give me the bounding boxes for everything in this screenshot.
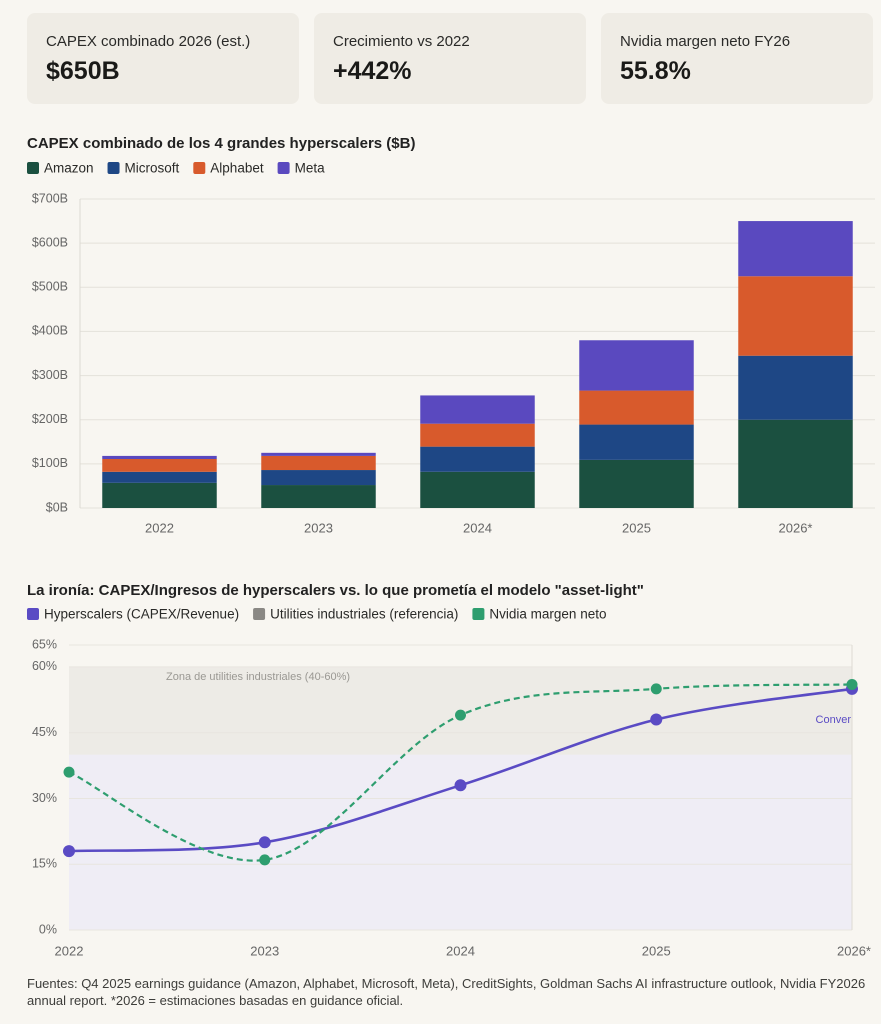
x-tick-label: 2024 [446,943,475,958]
bar-segment [102,471,217,483]
legend-swatch [107,162,120,174]
legend-swatch [27,608,39,620]
bar-segment [261,485,376,508]
legend-swatch [472,608,485,620]
bar-segment [261,452,376,456]
legend-swatch [27,162,39,174]
bar-segment [738,221,853,277]
y-tick-label: $300B [32,368,68,382]
legend-label: Alphabet [210,161,264,176]
data-point [454,779,467,792]
bar-segment [420,423,535,447]
bar-segment [102,459,217,472]
kpi-card: Nvidia margen neto FY26 55.8% [601,13,873,104]
legend-swatch [253,608,266,620]
kpi-value: 55.8% [620,57,691,85]
x-tick-label: 2022 [145,520,174,535]
legend-label: Amazon [44,161,94,176]
y-tick-label: $100B [32,456,68,470]
bar-segment [579,424,694,460]
bar-segment [579,390,694,425]
x-tick-label: 2025 [622,520,651,535]
series-line [68,683,853,862]
kpi-value: $650B [46,57,120,85]
kpi-label: CAPEX combinado 2026 (est.) [46,33,251,50]
kpi-label: Crecimiento vs 2022 [333,33,470,50]
kpi-card: Crecimiento vs 2022 +442% [314,13,586,104]
chart-title: CAPEX combinado de los 4 grandes hypersc… [27,135,415,152]
bar-segment [420,471,535,508]
x-tick-label: 2023 [250,943,279,958]
x-tick-label: 2022 [55,943,84,958]
band-label: Zona de utilities industriales (40-60%) [166,671,350,683]
legend-swatch [277,162,290,174]
bar-segment [261,455,376,471]
bar-segment [261,470,376,486]
legend-label: Meta [295,161,326,176]
chart-title: La ironía: CAPEX/Ingresos de hyperscaler… [27,582,644,599]
bar-segment [738,276,853,356]
bar-segment [738,355,853,420]
x-tick-label: 2026* [837,943,871,958]
data-point [650,683,662,695]
y-tick-label: 65% [32,637,57,651]
y-tick-label: $0B [46,500,68,514]
kpi-card: CAPEX combinado 2026 (est.) $650B [27,13,299,104]
bar-segment [420,395,535,424]
kpi-label: Nvidia margen neto FY26 [620,33,791,50]
data-point [650,713,663,726]
legend-swatch [193,162,206,174]
bar-segment [738,419,853,508]
data-point [455,709,466,721]
y-tick-label: $400B [32,324,68,338]
legend-label: Utilities industriales (referencia) [270,607,458,622]
bar-segment [102,482,217,508]
legend-label: Nvidia margen neto [489,607,606,622]
x-tick-label: 2025 [642,943,671,958]
y-tick-label: 15% [32,857,57,871]
data-point [258,836,271,849]
data-point [63,845,75,858]
source-note: Fuentes: Q4 2025 earnings guidance (Amaz… [27,976,866,1008]
data-point [846,678,858,690]
kpi-value: +442% [333,57,412,85]
bar-segment [102,455,217,460]
y-tick-label: 60% [32,659,57,673]
y-tick-label: 0% [39,922,57,936]
legend-label: Microsoft [125,161,180,176]
end-label: Conver [816,714,852,726]
y-tick-label: $500B [32,280,68,294]
y-tick-label: $700B [32,191,68,205]
x-tick-label: 2024 [463,520,492,535]
y-tick-label: 30% [32,791,57,805]
data-point [63,766,75,778]
legend-label: Hyperscalers (CAPEX/Revenue) [44,607,239,622]
y-tick-label: 45% [32,725,57,739]
bar-segment [579,459,694,508]
x-tick-label: 2023 [304,520,333,535]
charts: CAPEX combinado de los 4 grandes hypersc… [27,135,875,958]
x-tick-label: 2026* [779,520,813,535]
data-point [259,854,271,866]
bar-segment [579,340,694,391]
bar-segment [420,446,535,472]
y-tick-label: $200B [32,412,68,426]
y-tick-label: $600B [32,235,68,249]
